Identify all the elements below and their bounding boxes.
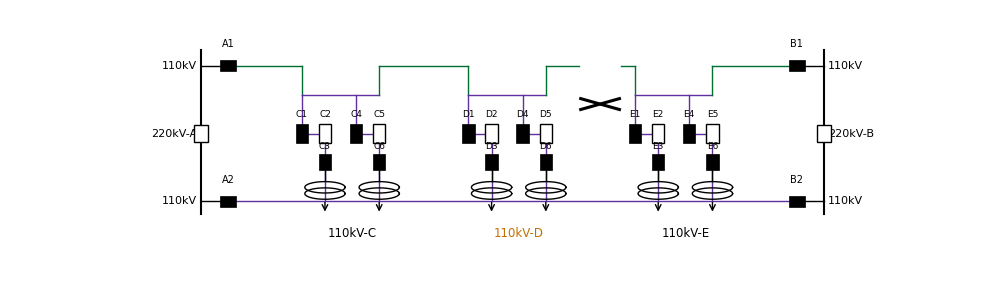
Text: D2: D2: [485, 110, 498, 119]
Bar: [319, 154, 331, 170]
Text: 220kV-A: 220kV-A: [151, 129, 197, 139]
Text: 110kV: 110kV: [828, 196, 863, 206]
Text: C3: C3: [319, 142, 331, 151]
Text: C6: C6: [373, 142, 385, 151]
Text: C2: C2: [319, 110, 331, 119]
Bar: [789, 196, 805, 207]
Bar: [485, 124, 498, 143]
Bar: [706, 124, 719, 143]
Text: E2: E2: [653, 110, 664, 119]
Bar: [194, 125, 208, 143]
Text: B2: B2: [790, 175, 803, 185]
Bar: [706, 154, 719, 170]
Bar: [220, 60, 236, 71]
Text: C5: C5: [373, 110, 385, 119]
Text: C1: C1: [296, 110, 308, 119]
Text: E1: E1: [629, 110, 641, 119]
Text: 220kV-B: 220kV-B: [828, 129, 874, 139]
Text: 110kV: 110kV: [162, 61, 197, 71]
Bar: [373, 124, 385, 143]
Text: E6: E6: [707, 142, 718, 151]
Text: E3: E3: [653, 142, 664, 151]
Text: D3: D3: [485, 142, 498, 151]
Text: C4: C4: [350, 110, 362, 119]
Bar: [789, 60, 805, 71]
Text: 110kV-E: 110kV-E: [661, 227, 709, 240]
Bar: [683, 124, 695, 143]
Text: 110kV: 110kV: [828, 61, 863, 71]
Bar: [540, 124, 552, 143]
Text: B1: B1: [790, 39, 803, 49]
Text: 110kV: 110kV: [162, 196, 197, 206]
Bar: [296, 124, 308, 143]
Bar: [629, 124, 641, 143]
Bar: [485, 154, 498, 170]
Bar: [462, 124, 475, 143]
Text: D4: D4: [516, 110, 529, 119]
Bar: [373, 154, 385, 170]
Bar: [652, 154, 664, 170]
Text: A1: A1: [222, 39, 234, 49]
Bar: [516, 124, 529, 143]
Text: 110kV-D: 110kV-D: [494, 227, 544, 240]
Text: D5: D5: [540, 110, 552, 119]
Bar: [220, 196, 236, 207]
Text: E4: E4: [684, 110, 695, 119]
Text: D1: D1: [462, 110, 475, 119]
Bar: [817, 125, 831, 143]
Bar: [319, 124, 331, 143]
Text: 110kV-C: 110kV-C: [328, 227, 377, 240]
Text: A2: A2: [222, 175, 235, 185]
Bar: [540, 154, 552, 170]
Bar: [652, 124, 664, 143]
Text: D6: D6: [540, 142, 552, 151]
Bar: [350, 124, 362, 143]
Text: E5: E5: [707, 110, 718, 119]
